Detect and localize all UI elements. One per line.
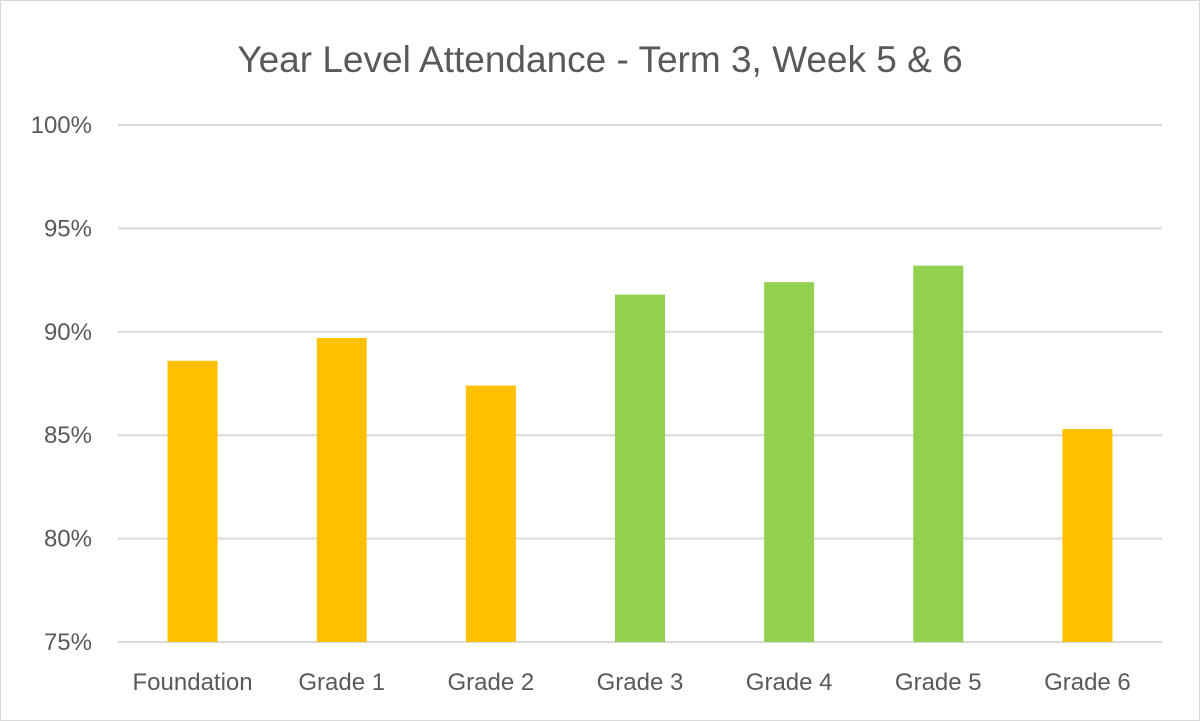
y-tick-label: 85% [44,422,92,449]
bar [465,385,516,642]
x-tick-label: Foundation [133,669,253,696]
y-axis-ticks: 75% 80% 85% 90% 95% 100% [31,112,92,656]
bar [615,294,665,642]
bar [1062,428,1113,642]
gridlines [118,124,1162,643]
x-tick-label: Grade 3 [597,669,684,696]
bars [167,265,1113,642]
bar [167,360,218,642]
x-tick-label: Grade 1 [298,669,385,696]
chart-title: Year Level Attendance - Term 3, Week 5 &… [237,39,962,80]
x-axis-ticks: Foundation Grade 1 Grade 2 Grade 3 Grade 4 Gr… [133,669,1131,696]
x-tick-label: Grade 2 [447,669,534,696]
y-tick-label: 95% [44,215,92,242]
y-tick-label: 90% [44,319,92,346]
x-tick-label: Grade 4 [746,669,833,696]
x-tick-label: Grade 6 [1044,669,1131,696]
x-tick-label: Grade 5 [895,669,982,696]
bar [764,282,815,642]
bar [913,265,964,642]
y-tick-label: 75% [44,629,92,656]
y-tick-label: 80% [44,526,92,553]
bar [316,338,367,642]
y-tick-label: 100% [31,112,92,139]
